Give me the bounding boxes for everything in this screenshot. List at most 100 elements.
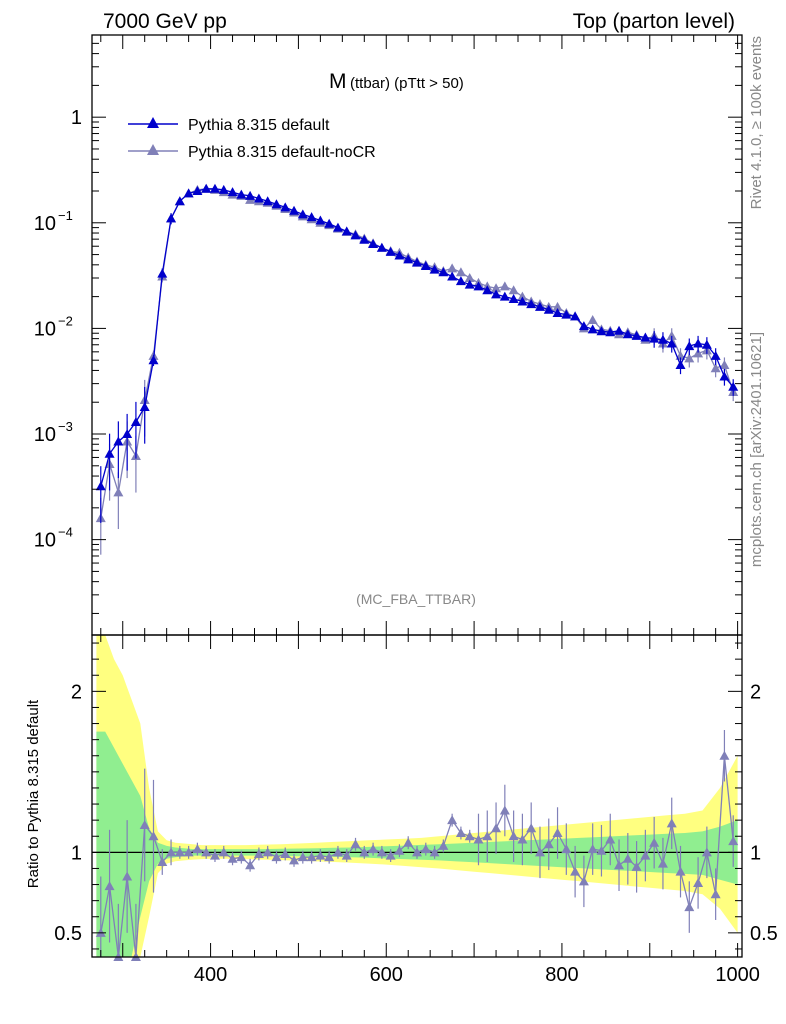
ratio-nocr-point (192, 844, 203, 854)
ratio-band-green (96, 731, 738, 957)
nocr-point (587, 315, 598, 325)
ratio-nocr-point (122, 871, 133, 881)
default-point (561, 309, 572, 319)
default-point (403, 254, 414, 264)
default-point (359, 234, 370, 244)
nocr-point (455, 267, 466, 277)
x-tick-label: 800 (545, 964, 578, 986)
default-point (701, 339, 712, 349)
ratio-nocr-point (236, 852, 247, 862)
main-y-tick-exponent: −3 (58, 419, 73, 434)
default-point (728, 381, 739, 391)
default-point (657, 334, 668, 344)
default-point (157, 268, 168, 278)
ratio-nocr-point (728, 836, 739, 846)
main-y-tick-label: 10 (34, 424, 56, 446)
nocr-point (684, 353, 695, 363)
ratio-nocr-point (368, 844, 379, 854)
ratio-nocr-point (174, 847, 185, 857)
ratio-nocr-point (253, 848, 264, 858)
default-point (95, 481, 106, 491)
ratio-nocr-point (640, 850, 651, 860)
legend-marker-default (147, 117, 159, 128)
header-energy-label: 7000 GeV pp (103, 10, 227, 33)
ratio-nocr-point (684, 902, 695, 912)
ratio-y-tick-label-right: 0.5 (750, 923, 778, 945)
default-point (104, 448, 115, 458)
ratio-nocr-point (324, 852, 335, 862)
default-point (534, 301, 545, 311)
ratio-nocr-point (201, 847, 212, 857)
default-point (280, 202, 291, 212)
default-point (148, 355, 159, 365)
ratio-nocr-point (710, 889, 721, 899)
default-point (122, 429, 133, 439)
ratio-nocr-point (420, 844, 431, 854)
ratio-y-tick-label-left: 2 (71, 681, 82, 703)
default-point (473, 281, 484, 291)
ratio-nocr-point (543, 839, 554, 849)
default-point (130, 416, 141, 426)
default-point (332, 222, 343, 232)
default-point (543, 304, 554, 314)
default-point (245, 190, 256, 200)
ratio-y-tick-label-right: 2 (750, 681, 761, 703)
default-point (605, 327, 616, 337)
main-y-tick-exponent: −1 (58, 208, 73, 223)
nocr-point (710, 363, 721, 373)
default-point (517, 296, 528, 306)
ratio-plot-frame (91, 634, 743, 958)
nocr-line (100, 188, 734, 519)
default-point (183, 188, 194, 198)
ratio-nocr-point (376, 847, 387, 857)
ratio-nocr-point (657, 858, 668, 868)
header-process-label: Top (parton level) (573, 10, 735, 33)
ratio-nocr-point (491, 823, 502, 833)
nocr-point (113, 487, 124, 497)
default-point (684, 341, 695, 351)
plot-title-sub: (ttbar) (pTtt > 50) (350, 75, 464, 92)
ratio-nocr-point (429, 847, 440, 857)
default-point (218, 184, 229, 194)
plot-title-main: M (329, 70, 347, 93)
default-point (482, 285, 493, 295)
ratio-nocr-point (412, 847, 422, 857)
ratio-nocr-point (675, 866, 686, 876)
ratio-y-tick-label-left: 0.5 (54, 923, 82, 945)
default-point (262, 196, 273, 206)
default-point (631, 330, 642, 340)
default-point (491, 289, 502, 299)
ratio-nocr-point (614, 860, 625, 870)
legend-label-nocr: Pythia 8.315 default-noCR (188, 144, 376, 161)
ratio-nocr-point (552, 828, 563, 838)
nocr-point (464, 273, 475, 283)
default-point (455, 276, 466, 286)
default-point (341, 226, 352, 236)
nocr-point (552, 301, 563, 311)
x-tick-label: 600 (370, 964, 403, 986)
nocr-series (95, 183, 739, 555)
ratio-nocr-point (464, 831, 475, 841)
ratio-nocr-point (570, 866, 581, 876)
default-point (368, 238, 379, 248)
default-point (622, 329, 633, 339)
ratio-nocr-point (508, 831, 519, 841)
default-point (315, 215, 326, 225)
default-point (666, 338, 677, 348)
ratio-nocr-point (534, 847, 545, 857)
default-point (464, 279, 475, 289)
default-point (438, 267, 449, 277)
ratio-nocr-point (148, 831, 159, 841)
ratio-nocr-point (631, 861, 642, 871)
default-point (526, 299, 537, 309)
main-y-tick-label: 10 (34, 530, 56, 552)
nocr-point (666, 330, 677, 340)
ratio-nocr-point (403, 837, 414, 847)
x-tick-label: 1000 (715, 964, 760, 986)
ratio-nocr-point (359, 847, 370, 857)
default-point (297, 209, 308, 219)
ratio-nocr-point (306, 852, 317, 862)
default-point (675, 360, 686, 370)
default-point (693, 338, 704, 348)
ratio-nocr-point (297, 852, 308, 862)
